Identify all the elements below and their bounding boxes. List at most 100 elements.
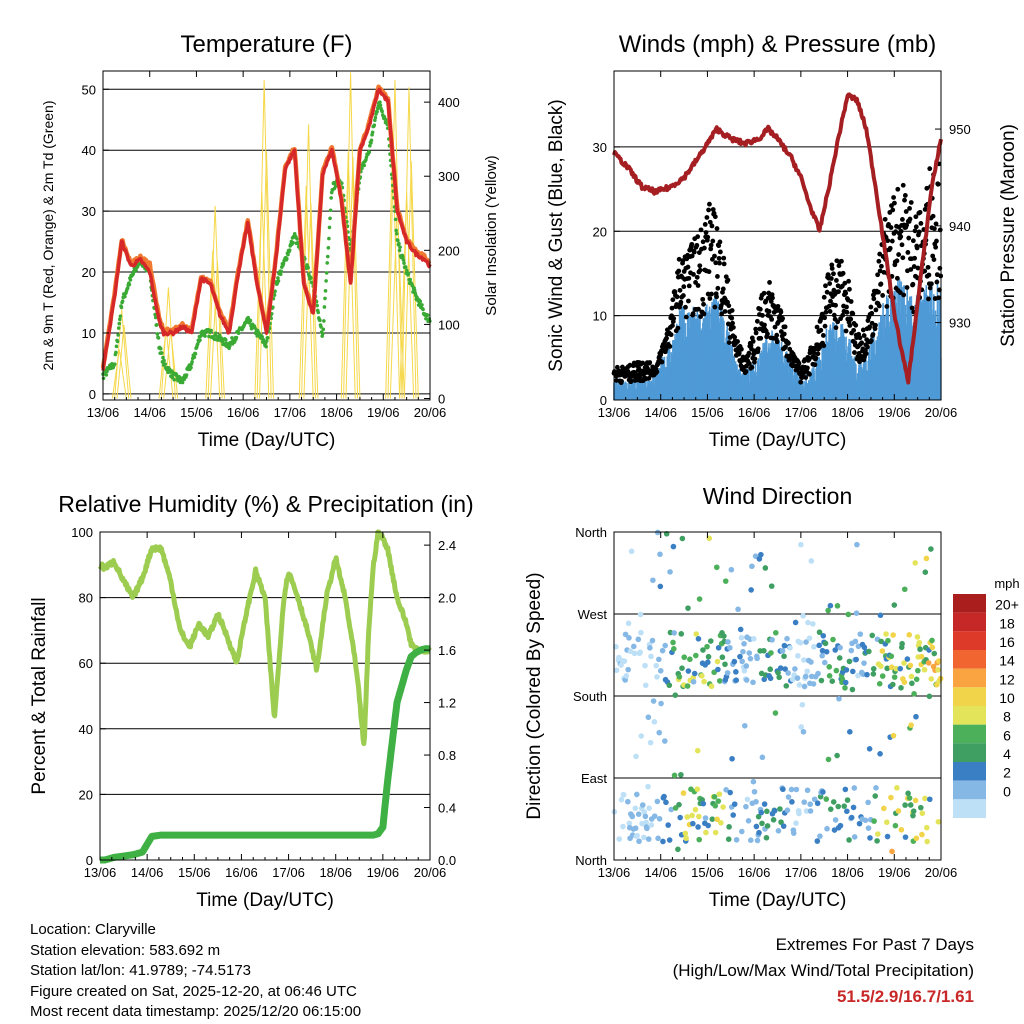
colorbar-swatch	[953, 631, 986, 650]
gust-point	[697, 267, 703, 273]
wind-direction-point	[759, 754, 766, 761]
wind-direction-point	[914, 634, 921, 640]
gust-point	[770, 295, 775, 301]
wind-direction-point	[925, 660, 932, 666]
wind-direction-point	[616, 654, 622, 661]
gust-point	[758, 335, 764, 341]
winds-xtick-label: 14/06	[644, 405, 677, 420]
gust-point	[908, 267, 914, 272]
rh-ytick-right-label: 1.2	[438, 696, 456, 711]
wind-direction-point	[622, 631, 629, 638]
dewpoint-point	[281, 261, 286, 266]
wind-direction-point	[866, 648, 872, 655]
gust-point	[691, 271, 696, 277]
gust-point	[738, 346, 744, 352]
gust-point	[829, 266, 835, 271]
dewpoint-point	[128, 278, 133, 282]
wind-direction-point	[715, 798, 722, 804]
wind-direction-point	[739, 828, 745, 835]
dewpoint-point	[295, 236, 299, 241]
wind-direction-point	[784, 807, 791, 814]
dewpoint-point	[223, 338, 228, 342]
wind-direction-point	[846, 658, 853, 665]
wind-direction-point	[730, 812, 737, 818]
wind-direction-point	[666, 682, 673, 689]
wind-direction-point	[695, 824, 701, 830]
wind-direction-point	[864, 671, 870, 678]
wind-direction-point	[929, 637, 935, 644]
dewpoint-point	[393, 217, 398, 222]
gust-point	[753, 330, 759, 336]
rh-ytick-right-label: 2.4	[438, 538, 456, 553]
gust-point	[850, 311, 856, 317]
wind-direction-point	[644, 825, 650, 832]
gust-point	[798, 379, 804, 385]
wind-direction-point	[670, 646, 677, 652]
wind-direction-point	[684, 814, 691, 820]
wind-direction-point	[638, 733, 645, 739]
wind-direction-point	[898, 826, 905, 833]
station-info: Location: Claryville Station elevation: …	[30, 920, 361, 1023]
gust-point	[698, 314, 704, 319]
gust-point	[675, 325, 681, 331]
colorbar-label: 12	[999, 671, 1015, 687]
temp-xtick-label: 16/06	[227, 405, 260, 420]
wind-direction-point	[657, 583, 664, 590]
dewpoint-point	[378, 100, 382, 104]
wind-direction-point	[641, 834, 647, 841]
solar-insolation-spike	[387, 79, 403, 399]
temp-ytick-right-label: 400	[438, 95, 460, 110]
wind-direction-point	[848, 647, 855, 654]
wind-direction-point	[638, 629, 644, 636]
gust-point	[757, 306, 763, 312]
gust-point	[898, 228, 904, 234]
gust-point	[706, 207, 711, 213]
gust-point	[705, 234, 711, 240]
wind-direction-point	[826, 664, 833, 670]
gust-point	[887, 245, 893, 251]
dewpoint-point	[364, 155, 369, 160]
winds-yaxis-right-label: Station Pressure (Maroon)	[998, 124, 1019, 347]
dewpoint-point	[369, 138, 374, 143]
wind-direction-point	[808, 659, 814, 665]
wind-direction-point	[810, 681, 817, 687]
dewpoint-point	[123, 294, 127, 299]
gust-point	[714, 294, 719, 300]
gust-point	[840, 270, 846, 276]
gust-point	[857, 335, 863, 341]
dewpoint-point	[316, 310, 321, 315]
wind-direction-point	[837, 822, 844, 829]
wind-direction-point	[634, 832, 640, 839]
gust-point	[831, 271, 836, 277]
gust-point	[877, 268, 883, 274]
wind-direction-point	[837, 644, 843, 651]
wind-direction-point	[720, 804, 726, 810]
wind-direction-point	[747, 837, 754, 843]
wind-direction-point	[780, 786, 786, 793]
gust-point	[721, 255, 727, 261]
wind-direction-point	[618, 796, 625, 803]
wind-direction-point	[814, 800, 821, 807]
wind-direction-point	[865, 799, 871, 806]
dewpoint-point	[286, 252, 290, 257]
temp-ytick-label: 0	[89, 387, 96, 402]
wind-direction-point	[744, 796, 751, 803]
gust-point	[782, 324, 788, 330]
gust-point	[891, 195, 896, 200]
wind-direction-point	[727, 644, 733, 651]
wind-direction-point	[870, 671, 877, 677]
gust-point	[774, 339, 780, 345]
gust-point	[876, 303, 882, 309]
temp-2m-series	[101, 87, 432, 371]
rh-chart-title: Relative Humidity (%) & Precipitation (i…	[58, 491, 473, 517]
gust-point	[828, 298, 833, 304]
dewpoint-point	[403, 265, 408, 269]
wind-direction-point	[888, 794, 894, 801]
wind-direction-point	[935, 658, 942, 664]
wind-direction-point	[761, 647, 767, 654]
wind-direction-point	[712, 829, 719, 836]
wind-direction-point	[737, 653, 743, 660]
gust-point	[760, 312, 765, 318]
wind-direction-point	[631, 643, 637, 650]
dewpoint-point	[332, 186, 337, 191]
